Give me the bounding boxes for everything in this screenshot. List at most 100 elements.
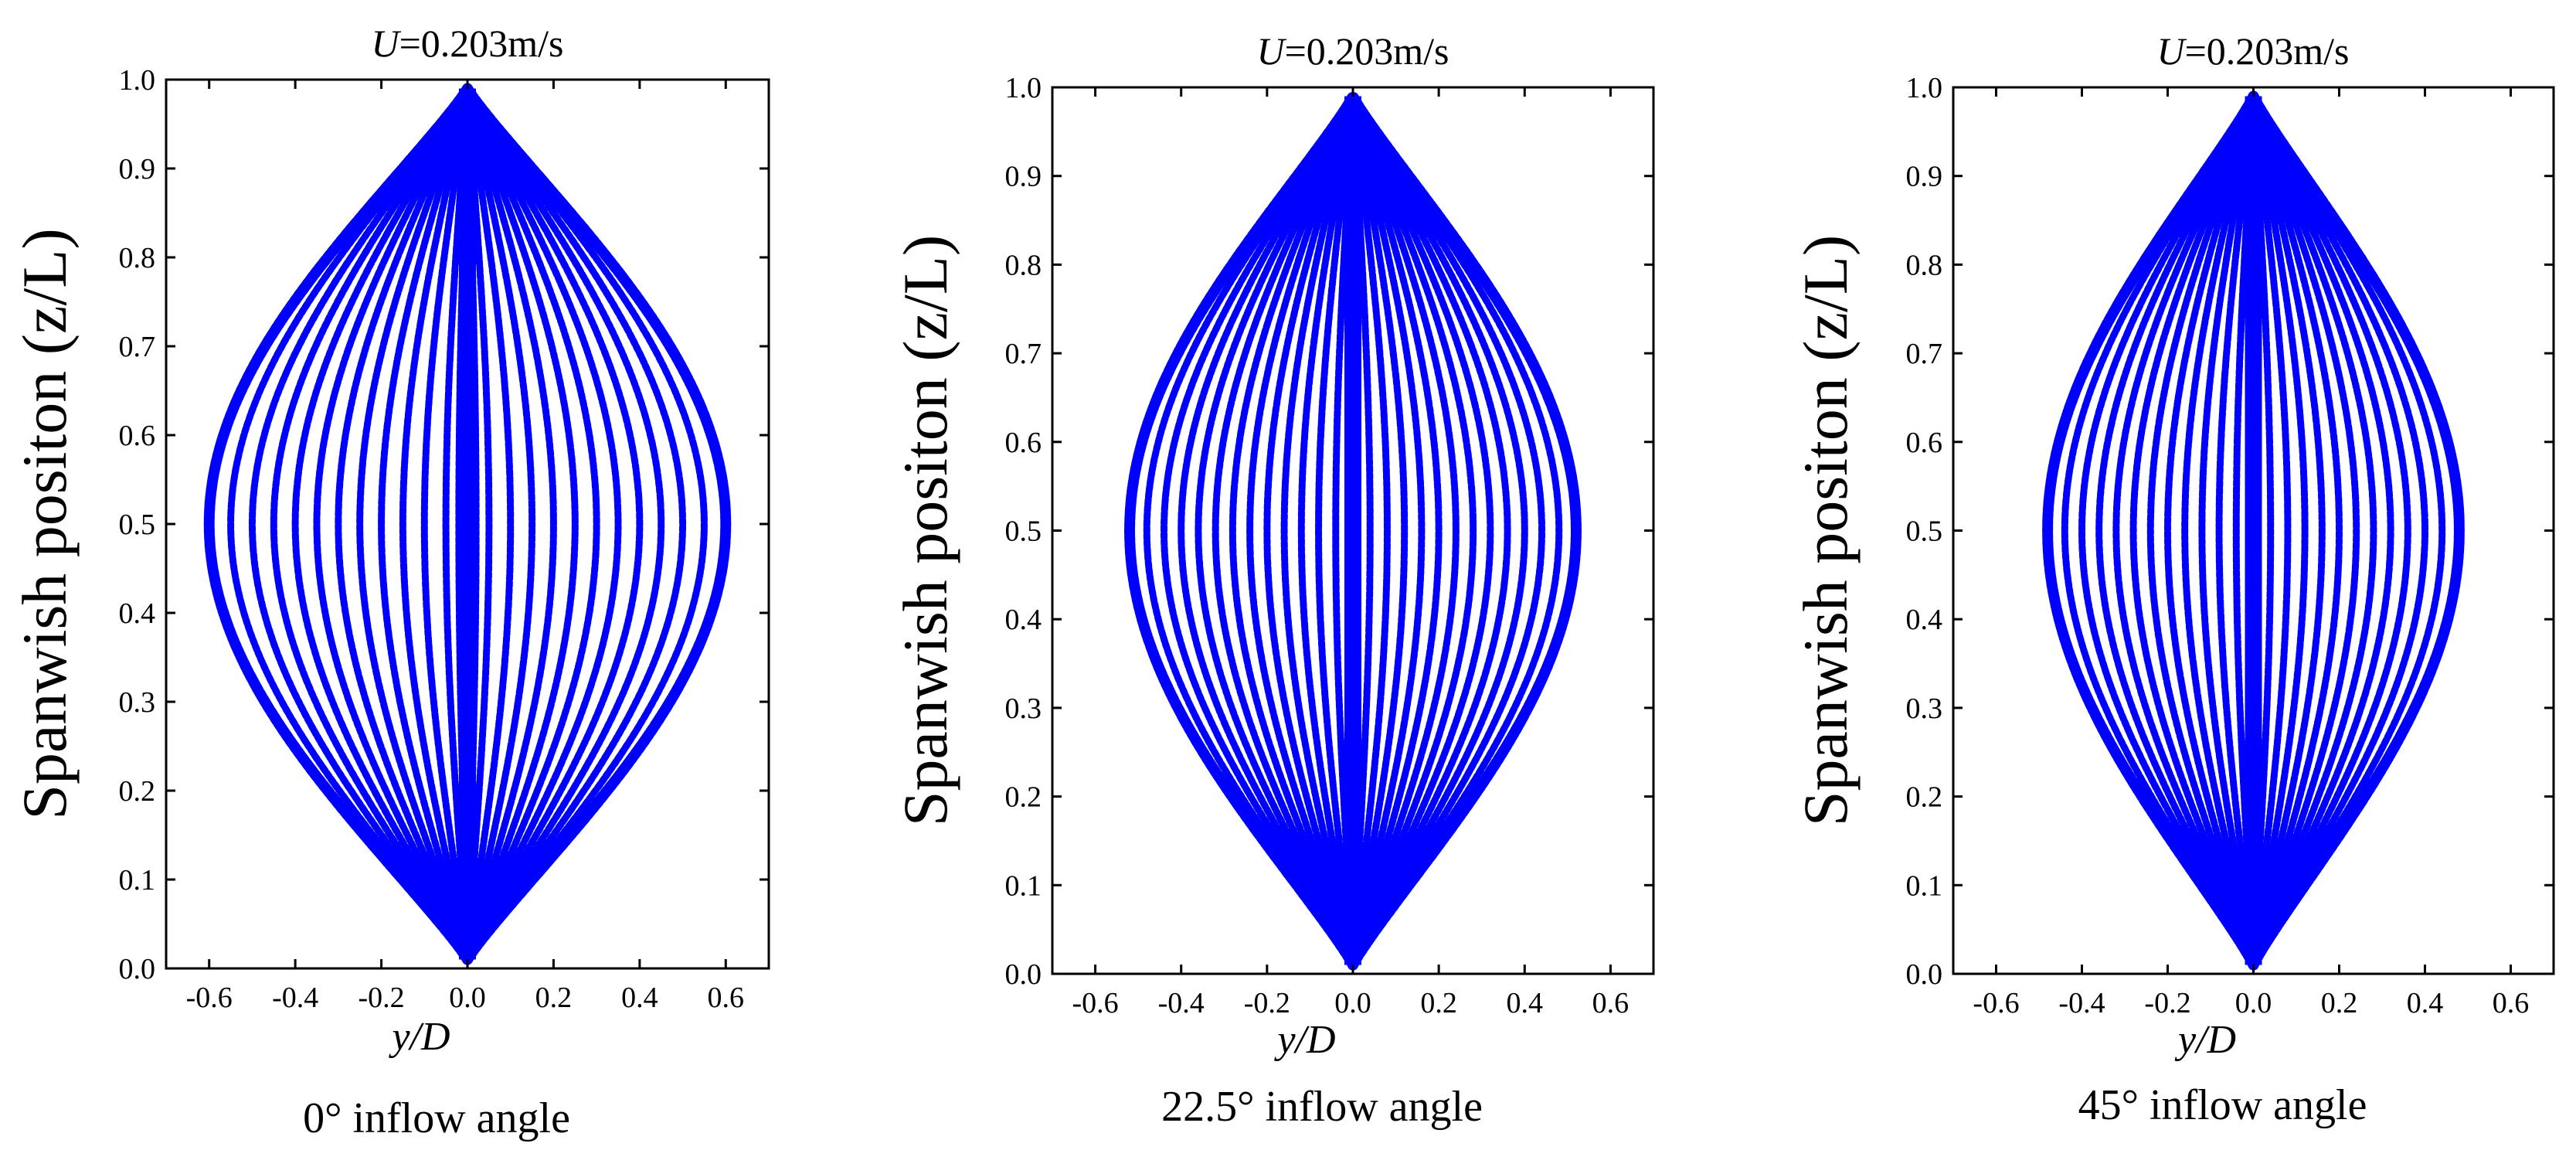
x-tick-label: 0.4 xyxy=(2407,987,2444,1019)
x-tick-label: 0.0 xyxy=(1334,987,1371,1019)
mode-curve-9-pos xyxy=(1349,93,1443,968)
x-tick-label: 0.6 xyxy=(2493,987,2530,1019)
panels: 0.00.10.20.30.40.50.60.70.80.91.0-0.6 -0.… xyxy=(9,22,2555,1142)
mode-curve-7-pos xyxy=(1349,93,1477,968)
mode-curve-9-neg xyxy=(378,85,471,963)
y-tick-label: 0.4 xyxy=(119,597,156,630)
x-tick-label: -0.6 xyxy=(1072,987,1118,1019)
mode-curve-5-pos xyxy=(464,85,644,963)
y-axis: 0.0 0.1 0.2 0.3 0.4 0.5 0.6 0.7 0.8 0.9 1.0 xyxy=(1906,72,2554,991)
y-tick-label: 1.0 xyxy=(119,64,156,97)
panel-caption: 22.5° inflow angle xyxy=(1161,1083,1483,1131)
mode-curve-7-pos xyxy=(464,85,600,963)
chart-title-variable: U xyxy=(1256,29,1286,73)
y-tick-label: 1.0 xyxy=(1906,72,1943,104)
y-tick-label: 0.7 xyxy=(1906,338,1943,370)
x-tick-label: -0.6 xyxy=(186,982,233,1014)
mode-curve-9-neg xyxy=(2181,93,2257,968)
mode-curve-1-neg xyxy=(1123,90,1358,971)
mode-curve-3-pos xyxy=(2250,93,2428,968)
y-tick-label: 0.8 xyxy=(1005,249,1042,281)
y-tick-label: 0.1 xyxy=(1906,869,1943,902)
mode-curve-10-neg xyxy=(399,85,471,963)
y-tick-label: 0.8 xyxy=(1906,249,1943,281)
y-tick-label: 0.1 xyxy=(119,864,156,897)
mode-curve-6-pos xyxy=(1349,93,1494,968)
y-tick-label: 0.3 xyxy=(1906,692,1943,725)
x-axis: -0.6 -0.4 -0.2 0.0 0.2 0.4 0.6 xyxy=(1973,87,2529,1019)
y-axis-label: Spanwish positon (z/L) xyxy=(1790,235,1861,826)
mode-curve-10-pos xyxy=(2250,93,2309,968)
mode-curve-10-pos xyxy=(1349,93,1426,968)
chart-panel-1: 0.00.10.20.30.40.50.60.70.80.91.0-0.6 -0.… xyxy=(9,22,770,1142)
x-tick-label: -0.2 xyxy=(1244,987,1290,1019)
mode-curve-11-pos xyxy=(1349,93,1409,968)
x-tick-label: 0.2 xyxy=(1420,987,1457,1019)
x-axis-label: y/D xyxy=(388,1015,450,1059)
mode-curve-1-neg xyxy=(2042,90,2259,971)
mode-curve-11-neg xyxy=(1297,93,1357,968)
mode-curve-5-neg xyxy=(1195,93,1357,968)
mode-curve-4-neg xyxy=(2095,93,2257,968)
y-axis-label: Spanwish positon (z/L) xyxy=(9,228,80,819)
mode-curve-11-pos xyxy=(464,85,515,963)
chart-title-variable: U xyxy=(2156,29,2187,73)
mode-curve-6-neg xyxy=(1212,93,1357,968)
mode-curve-9-pos xyxy=(464,85,557,963)
x-tick-label: -0.6 xyxy=(1973,987,2019,1019)
chart-title-variable: U xyxy=(371,22,401,65)
mode-curve-7-neg xyxy=(2146,93,2257,968)
mode-curve-7-neg xyxy=(335,85,471,963)
mode-curve-12-pos xyxy=(1349,93,1392,968)
mode-curve-1-pos xyxy=(462,83,732,965)
mode-curve-12-pos xyxy=(464,85,493,963)
y-tick-label: 0.8 xyxy=(119,242,156,274)
x-tick-label: -0.2 xyxy=(358,982,404,1014)
chart-title-value: =0.203m/s xyxy=(399,22,564,65)
mode-curve-3-pos xyxy=(464,85,687,963)
mode-curve-5-pos xyxy=(1349,93,1511,968)
x-axis: -0.6 -0.4 -0.2 0.0 0.2 0.4 0.6 xyxy=(1072,87,1629,1019)
y-tick-label: 0.6 xyxy=(1005,427,1042,459)
y-axis-label: Spanwish positon (z/L) xyxy=(890,235,960,826)
mode-curve-10-neg xyxy=(2198,93,2257,968)
mode-curve-6-neg xyxy=(2129,93,2257,968)
mode-shape-curves xyxy=(203,83,732,965)
mode-curve-5-neg xyxy=(2112,93,2257,968)
mode-curve-9-pos xyxy=(2250,93,2326,968)
x-tick-label: 0.4 xyxy=(1507,987,1544,1019)
panel-caption: 0° inflow angle xyxy=(303,1094,570,1142)
x-tick-label: -0.4 xyxy=(2058,987,2105,1019)
mode-curve-4-pos xyxy=(464,85,665,963)
mode-curve-2-pos xyxy=(2250,93,2446,968)
chart-panel-2: 0.00.10.20.30.40.50.60.70.80.91.0-0.6 -0.… xyxy=(890,29,1655,1131)
mode-curve-1-pos xyxy=(1347,90,1582,971)
mode-curve-1-pos xyxy=(2248,90,2465,971)
mode-curve-1-neg xyxy=(203,83,473,965)
chart-panel-3: 0.00.10.20.30.40.50.60.70.80.91.0-0.6 -0.… xyxy=(1790,29,2555,1129)
mode-curve-8-pos xyxy=(2250,93,2343,968)
x-tick-label: -0.4 xyxy=(272,982,318,1014)
y-tick-label: 0.9 xyxy=(1005,161,1042,193)
y-tick-label: 0.0 xyxy=(1906,958,1943,991)
x-tick-label: 0.2 xyxy=(2321,987,2358,1019)
y-tick-label: 0.5 xyxy=(1005,516,1042,548)
mode-curve-5-pos xyxy=(2250,93,2394,968)
y-tick-label: 0.5 xyxy=(1906,516,1943,548)
x-tick-label: 0.0 xyxy=(449,982,486,1014)
y-axis: 0.0 0.1 0.2 0.3 0.4 0.5 0.6 0.7 0.8 0.9 1.0 xyxy=(1005,72,1653,991)
x-tick-label: -0.2 xyxy=(2144,987,2190,1019)
chart-title: U=0.203m/s xyxy=(371,22,563,65)
y-tick-label: 0.4 xyxy=(1906,604,1943,636)
mode-curve-6-neg xyxy=(313,85,471,963)
mode-curve-6-pos xyxy=(464,85,622,963)
y-tick-label: 0.0 xyxy=(119,953,156,985)
x-tick-label: 0.0 xyxy=(2235,987,2272,1019)
x-tick-label: 0.6 xyxy=(1592,987,1630,1019)
y-tick-label: 0.9 xyxy=(1906,161,1943,193)
mode-curve-4-pos xyxy=(1349,93,1528,968)
y-tick-label: 0.2 xyxy=(119,775,156,808)
mode-curve-2-neg xyxy=(2061,93,2257,968)
mode-curve-11-neg xyxy=(420,85,471,963)
x-axis-label: y/D xyxy=(2174,1018,2236,1062)
